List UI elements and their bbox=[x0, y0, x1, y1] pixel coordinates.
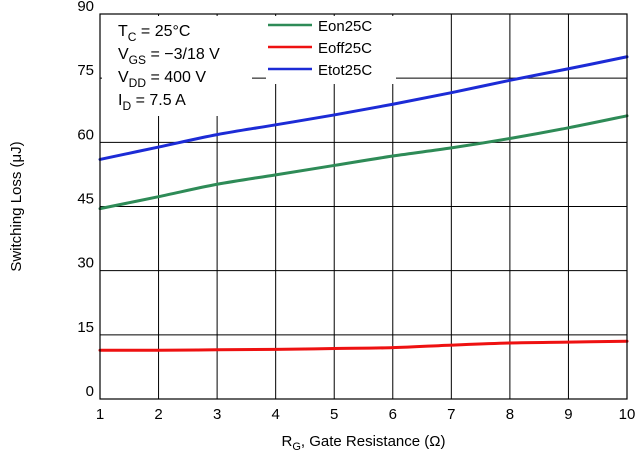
y-tick-label: 90 bbox=[77, 0, 94, 15]
condition-line: VGS = −3/18 V bbox=[118, 46, 220, 67]
y-tick-labels: 0 15 30 45 60 75 90 bbox=[77, 0, 94, 400]
x-tick-label: 7 bbox=[447, 406, 455, 423]
x-tick-label: 9 bbox=[564, 406, 572, 423]
series-lines bbox=[98, 55, 629, 352]
y-tick-label: 15 bbox=[77, 319, 94, 336]
legend-label-eoff25c: Eoff25C bbox=[318, 40, 372, 57]
x-tick-label: 2 bbox=[154, 406, 162, 423]
x-tick-label: 6 bbox=[389, 406, 397, 423]
condition-line: ID = 7.5 A bbox=[118, 92, 186, 113]
x-tick-label: 8 bbox=[506, 406, 514, 423]
y-tick-label: 45 bbox=[77, 191, 94, 208]
y-tick-label: 0 bbox=[86, 383, 94, 400]
x-tick-label: 3 bbox=[213, 406, 221, 423]
legend-label-etot25c: Etot25C bbox=[318, 62, 372, 79]
x-tick-label: 1 bbox=[96, 406, 104, 423]
condition-line: VDD = 400 V bbox=[118, 69, 206, 90]
series-line-eon25c bbox=[98, 114, 629, 211]
condition-line: TC = 25°C bbox=[118, 23, 190, 44]
legend-label-eon25c: Eon25C bbox=[318, 18, 372, 35]
series-line-etot25c bbox=[98, 55, 629, 161]
y-axis-label: Switching Loss (μJ) bbox=[8, 141, 25, 271]
y-tick-label: 60 bbox=[77, 126, 94, 143]
x-tick-label: 5 bbox=[330, 406, 338, 423]
series-line-eoff25c bbox=[98, 339, 629, 352]
legend: Eon25C Eoff25C Etot25C bbox=[268, 18, 372, 79]
legend-background bbox=[266, 16, 396, 84]
y-tick-label: 30 bbox=[77, 255, 94, 272]
plot-frame bbox=[99, 13, 628, 400]
y-tick-label: 75 bbox=[77, 62, 94, 79]
x-tick-labels: 1 2 3 4 5 6 7 8 9 10 bbox=[96, 406, 636, 423]
x-tick-label: 10 bbox=[619, 406, 636, 423]
x-tick-label: 4 bbox=[271, 406, 279, 423]
conditions-background bbox=[102, 16, 252, 116]
x-axis-label: RG, Gate Resistance (Ω) bbox=[281, 433, 445, 453]
